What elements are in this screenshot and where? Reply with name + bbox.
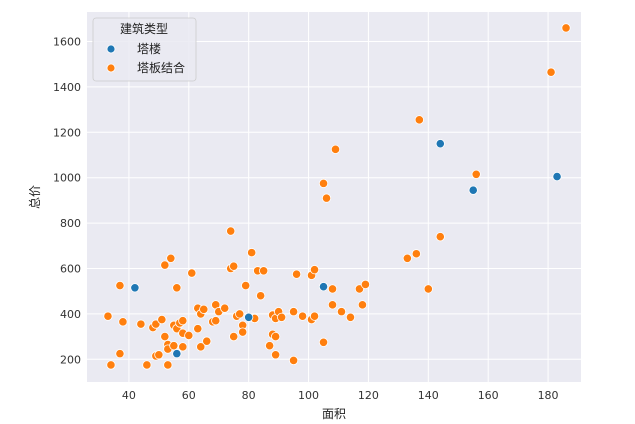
data-points xyxy=(103,23,571,370)
legend-title: 建筑类型 xyxy=(120,21,168,36)
point-tower-slab xyxy=(277,312,287,322)
y-axis-title: 总价 xyxy=(28,185,42,209)
point-tower-slab xyxy=(256,291,266,301)
y-tick-label: 1400 xyxy=(53,81,81,94)
point-tower-slab xyxy=(271,350,281,360)
legend: 建筑类型 塔楼 塔板结合 xyxy=(92,17,197,82)
point-tower-slab xyxy=(330,144,341,154)
point-tower-slab xyxy=(115,280,125,291)
point-tower-slab xyxy=(160,332,170,342)
point-tower-slab xyxy=(142,360,152,370)
x-tick-label: 120 xyxy=(358,389,379,402)
point-tower-slab xyxy=(154,350,164,360)
point-tower-slab xyxy=(166,253,176,263)
point-tower-slab xyxy=(226,226,236,236)
point-tower-slab xyxy=(288,307,299,317)
point-tower-slab xyxy=(238,327,248,337)
point-tower-slab xyxy=(157,314,167,325)
point-tower-slab xyxy=(178,342,188,352)
legend-marker-tower xyxy=(106,44,116,54)
x-axis-title: 面积 xyxy=(322,407,346,421)
point-tower-slab xyxy=(241,280,251,291)
point-tower-slab xyxy=(318,337,329,347)
point-tower-slab xyxy=(118,317,128,327)
point-tower xyxy=(468,185,478,195)
y-tick-label: 400 xyxy=(60,308,81,321)
point-tower-slab xyxy=(163,360,173,370)
legend-box xyxy=(92,17,197,82)
legend-marker-tower-slab xyxy=(106,63,116,73)
point-tower-slab xyxy=(187,268,197,278)
x-tick-label: 100 xyxy=(298,389,319,402)
point-tower xyxy=(435,139,445,149)
point-tower xyxy=(172,349,182,359)
point-tower-slab xyxy=(247,248,257,258)
point-tower-slab xyxy=(561,23,571,33)
point-tower-slab xyxy=(193,324,203,334)
point-tower-slab xyxy=(196,342,206,352)
point-tower-slab xyxy=(211,316,221,326)
point-tower-slab xyxy=(360,279,371,289)
point-tower-slab xyxy=(471,169,481,179)
point-tower-slab xyxy=(402,253,412,263)
point-tower-slab xyxy=(336,307,347,317)
point-tower-slab xyxy=(309,311,320,321)
point-tower-slab xyxy=(435,232,445,242)
x-tick-label: 160 xyxy=(478,389,499,402)
y-tick-label: 1600 xyxy=(53,36,81,49)
point-tower-slab xyxy=(327,300,338,310)
point-tower-slab xyxy=(414,115,424,125)
point-tower-slab xyxy=(160,260,170,270)
point-tower-slab xyxy=(546,67,556,77)
legend-label-tower-slab: 塔板结合 xyxy=(137,60,185,75)
point-tower-slab xyxy=(297,311,308,321)
point-tower-slab xyxy=(220,303,230,313)
point-tower-slab xyxy=(259,266,269,276)
point-tower-slab xyxy=(172,283,182,293)
point-tower-slab xyxy=(178,316,188,326)
point-tower-slab xyxy=(291,269,302,279)
point-tower-slab xyxy=(169,341,179,351)
point-tower-slab xyxy=(271,332,281,342)
point-tower-slab xyxy=(265,341,275,351)
point-tower-slab xyxy=(321,193,332,203)
legend-label-tower: 塔楼 xyxy=(137,41,161,56)
point-tower-slab xyxy=(235,309,245,319)
x-tick-label: 40 xyxy=(122,389,136,402)
point-tower xyxy=(552,171,562,182)
point-tower-slab xyxy=(136,319,146,329)
point-tower-slab xyxy=(184,330,194,341)
point-tower xyxy=(244,312,254,322)
point-tower-slab xyxy=(423,284,433,294)
y-tick-label: 200 xyxy=(60,353,81,366)
point-tower-slab xyxy=(103,311,113,321)
point-tower-slab xyxy=(309,265,320,275)
x-tick-label: 60 xyxy=(182,389,196,402)
y-tick-label: 600 xyxy=(60,263,81,276)
point-tower-slab xyxy=(318,178,329,188)
x-tick-label: 140 xyxy=(418,389,439,402)
point-tower-slab xyxy=(229,261,239,271)
point-tower-slab xyxy=(345,312,356,322)
point-tower-slab xyxy=(411,249,421,259)
x-tick-label: 80 xyxy=(242,389,256,402)
point-tower-slab xyxy=(115,349,125,359)
x-tick-label: 180 xyxy=(538,389,559,402)
point-tower-slab xyxy=(202,336,212,346)
point-tower-slab xyxy=(327,284,338,294)
tick-labels: 40 60 80 100 120 140 160 180 200 400 600 800 1000 120… xyxy=(53,36,559,402)
point-tower-slab xyxy=(357,300,368,310)
point-tower xyxy=(130,283,140,293)
y-tick-label: 800 xyxy=(60,217,81,230)
y-tick-label: 1000 xyxy=(53,172,81,185)
point-tower-slab xyxy=(288,355,299,366)
y-tick-label: 1200 xyxy=(53,126,81,139)
point-tower-slab xyxy=(199,304,209,314)
point-tower-slab xyxy=(229,332,239,342)
point-tower-slab xyxy=(106,360,116,370)
point-tower xyxy=(318,282,329,292)
